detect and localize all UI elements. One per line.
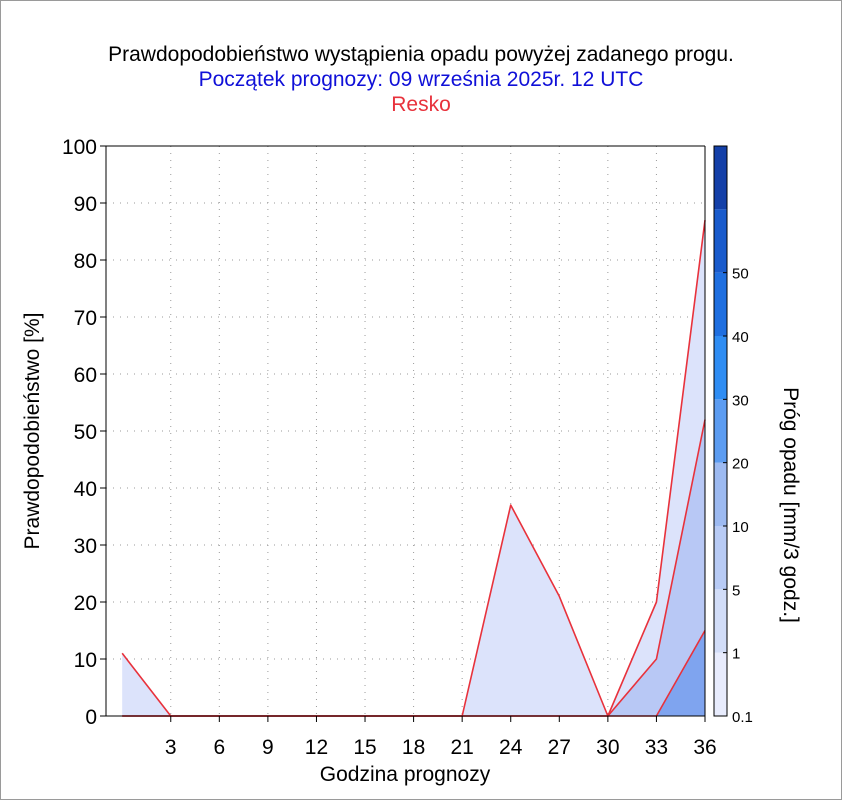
x-tick-label: 3 <box>165 736 177 759</box>
location-name: Resko <box>391 93 451 116</box>
colorbar-tick-label: 1 <box>732 646 740 663</box>
series-area-1 <box>122 419 705 716</box>
plot-area <box>106 146 705 716</box>
x-axis-label: Godzina prognozy <box>320 763 491 786</box>
colorbar-tick-label: 0.1 <box>732 709 753 726</box>
y-tick-label: 10 <box>74 649 97 672</box>
x-axis-ticks: 3 6 9 12 15 18 21 24 27 30 33 36 <box>165 716 717 759</box>
colorbar-segment <box>714 462 727 526</box>
x-tick-label: 9 <box>262 736 274 759</box>
y-tick-label: 100 <box>62 136 97 159</box>
colorbar-segment <box>714 272 727 336</box>
x-tick-label: 33 <box>645 736 668 759</box>
colorbar-tick-label: 10 <box>732 519 749 536</box>
y-tick-label: 80 <box>74 250 97 273</box>
chart-subtitle: Początek prognozy: 09 września 2025r. 12… <box>198 68 644 91</box>
x-tick-label: 18 <box>402 736 425 759</box>
chart-title: Prawdopodobieństwo wystąpienia opadu pow… <box>108 43 734 66</box>
colorbar-segment <box>714 652 727 716</box>
y-tick-label: 20 <box>74 592 97 615</box>
x-tick-label: 36 <box>693 736 716 759</box>
colorbar-label: Próg opadu [mm/3 godz.] <box>779 387 802 623</box>
colorbar-segment <box>714 526 727 590</box>
x-tick-label: 24 <box>499 736 523 759</box>
colorbar-border <box>713 145 728 717</box>
series-areas <box>122 220 705 716</box>
x-tick-label: 21 <box>450 736 473 759</box>
y-tick-label: 30 <box>74 535 97 558</box>
colorbar: 0.1 1 5 10 20 30 40 50 <box>713 145 753 726</box>
plot-background <box>106 146 705 716</box>
y-tick-label: 70 <box>74 307 97 330</box>
colorbar-tick-label: 5 <box>732 582 740 599</box>
x-tick-label: 30 <box>596 736 619 759</box>
colorbar-segment <box>714 146 727 210</box>
series-area-0 <box>122 220 705 716</box>
y-tick-label: 0 <box>85 706 97 729</box>
colorbar-tick-label: 30 <box>732 392 749 409</box>
colorbar-tick-label: 40 <box>732 329 749 346</box>
colorbar-segment <box>714 209 727 273</box>
x-tick-label: 12 <box>305 736 328 759</box>
x-tick-label: 6 <box>213 736 225 759</box>
x-tick-label: 15 <box>353 736 376 759</box>
colorbar-segment <box>714 336 727 400</box>
colorbar-tick-label: 50 <box>732 266 749 283</box>
colorbar-segment <box>714 589 727 653</box>
x-tick-label: 27 <box>548 736 571 759</box>
y-tick-label: 50 <box>74 421 97 444</box>
y-tick-label: 40 <box>74 478 97 501</box>
y-axis-ticks: 0 10 20 30 40 50 60 70 80 90 100 <box>62 136 106 729</box>
y-tick-label: 90 <box>74 193 97 216</box>
y-tick-label: 60 <box>74 364 97 387</box>
colorbar-tick-label: 20 <box>732 456 749 473</box>
colorbar-segment <box>714 399 727 463</box>
y-axis-label: Prawdopodobieństwo [%] <box>21 313 44 550</box>
